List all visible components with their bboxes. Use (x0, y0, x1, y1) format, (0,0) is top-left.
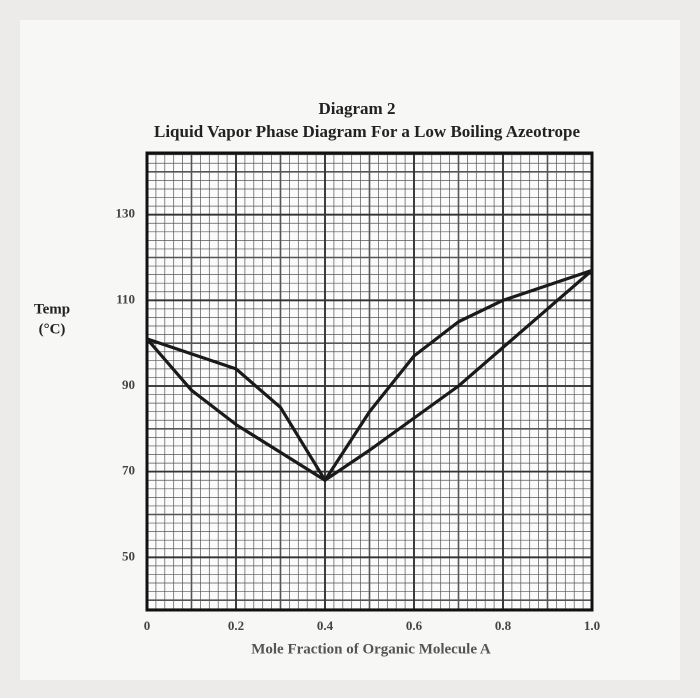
x-axis-label: Mole Fraction of Organic Molecule A (251, 641, 491, 657)
x-tick-label: 0.2 (228, 618, 244, 633)
y-tick-label: 130 (116, 206, 136, 221)
series-line (145, 269, 594, 482)
y-tick-label: 90 (122, 377, 135, 392)
y-axis-unit: (°C) (39, 321, 66, 337)
plot-border (145, 151, 594, 612)
y-tick-label: 50 (122, 548, 135, 563)
y-axis-label: Temp (34, 301, 70, 317)
x-tick-label: 0.8 (495, 618, 512, 633)
series-line (146, 268, 593, 482)
x-tick-label: 0 (144, 618, 151, 633)
x-tick-label: 0.4 (317, 618, 334, 633)
y-tick-label: 110 (116, 291, 135, 306)
x-tick-label: 1.0 (584, 618, 600, 633)
y-tick-label: 70 (122, 463, 135, 478)
chart-subtitle: Liquid Vapor Phase Diagram For a Low Boi… (154, 122, 580, 141)
x-tick-label: 0.6 (406, 618, 423, 633)
chart-title: Diagram 2 (319, 99, 396, 118)
